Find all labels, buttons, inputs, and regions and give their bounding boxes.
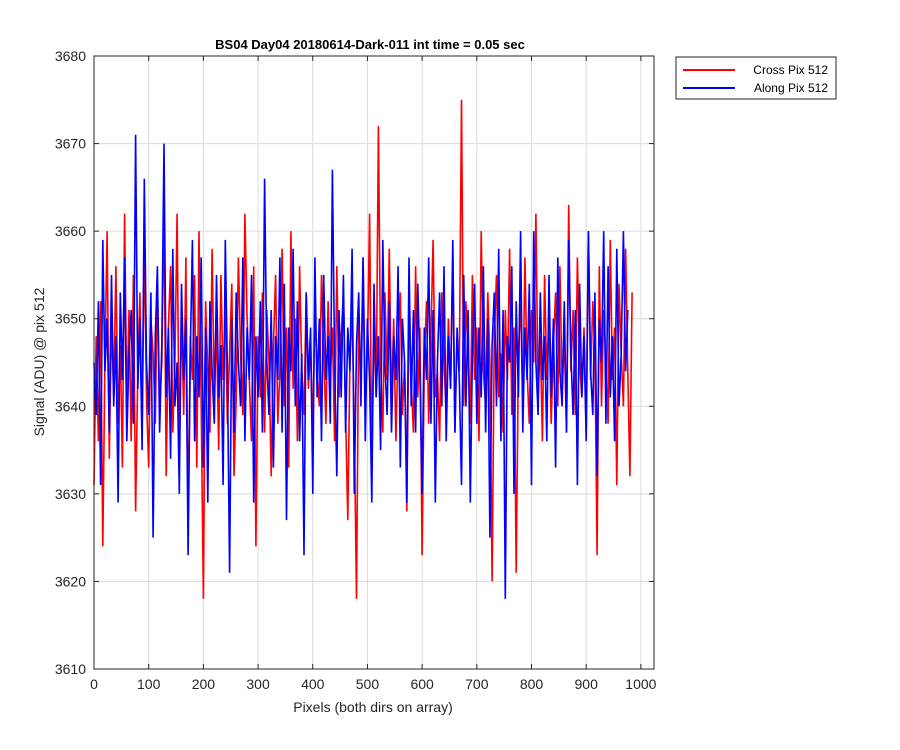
x-tick-label: 700 (465, 676, 489, 692)
chart-title: BS04 Day04 20180614-Dark-011 int time = … (215, 37, 525, 52)
y-tick-label: 3670 (55, 136, 86, 152)
x-tick-label: 100 (137, 676, 161, 692)
x-tick-label: 800 (520, 676, 544, 692)
series-line-along-pix-512 (93, 134, 629, 599)
x-tick-label: 600 (410, 676, 434, 692)
x-tick-label: 500 (356, 676, 380, 692)
x-tick-label: 0 (90, 676, 98, 692)
x-axis-label: Pixels (both dirs on array) (293, 699, 453, 715)
y-tick-label: 3680 (55, 48, 86, 64)
x-tick-label: 200 (192, 676, 216, 692)
y-tick-label: 3610 (55, 661, 86, 677)
legend-label-cross: Cross Pix 512 (753, 63, 828, 77)
axes-box (93, 55, 655, 670)
legend[interactable]: Cross Pix 512 Along Pix 512 (675, 56, 837, 100)
y-tick-label: 3650 (55, 311, 86, 327)
y-axis-label: Signal (ADU) @ pix 512 (31, 287, 47, 436)
legend-label-along: Along Pix 512 (754, 81, 828, 95)
x-tick-label: 400 (301, 676, 325, 692)
x-tick-label: 900 (575, 676, 599, 692)
y-tick-label: 3630 (55, 486, 86, 502)
x-tick-label: 1000 (625, 676, 656, 692)
x-tick-label: 300 (246, 676, 270, 692)
y-tick-label: 3620 (55, 573, 86, 589)
y-tick-label: 3640 (55, 398, 86, 414)
axes-area: 0 100 200 300 400 500 600 700 800 900 1000 3610 3620… (55, 48, 657, 692)
y-tick-label: 3660 (55, 223, 86, 239)
legend-box (675, 56, 837, 100)
